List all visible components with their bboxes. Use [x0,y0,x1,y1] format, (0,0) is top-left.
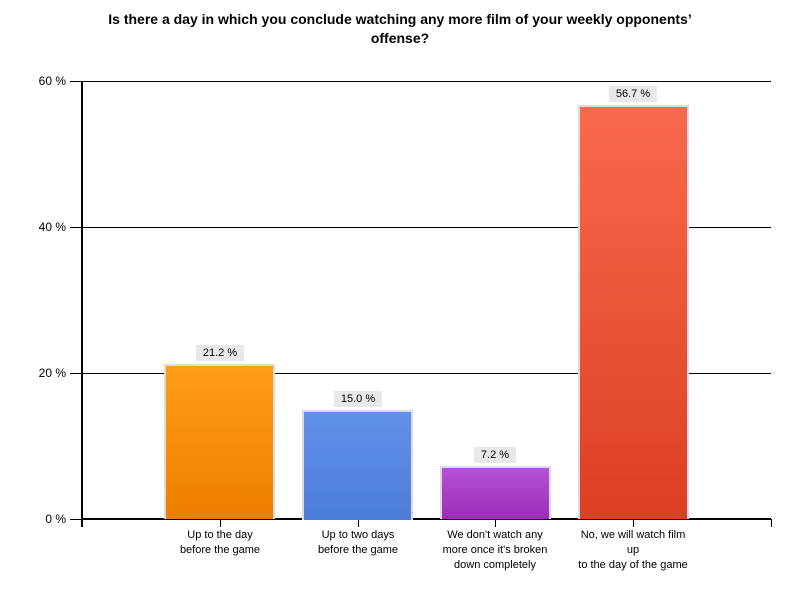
y-axis-tick-20 [70,373,82,374]
x-axis-tick-1 [220,519,221,527]
x-axis-tick-2 [358,519,359,527]
category-label-line: before the game [317,544,399,556]
bar-2 [302,410,413,520]
bar-value-label-2: 15.0 % [333,391,383,407]
y-axis-tick-40 [70,227,82,228]
category-label-line: up [626,544,640,556]
category-label-line: down completely [454,559,536,571]
category-label-1: Up to the day before the game [130,528,310,558]
bar-1 [164,364,275,519]
x-axis-line [81,518,771,520]
category-label-line: more once it's broken [442,544,548,556]
y-axis-tick-60 [70,81,82,82]
x-axis-tick-4 [633,519,634,527]
gridline-60 [82,81,771,82]
category-label-line: No, we will watch film [580,529,686,541]
chart-title: Is there a day in which you conclude wat… [50,10,750,48]
gridline-40 [82,227,771,228]
bar-3 [440,466,551,519]
gridline-20 [82,373,771,374]
bar-value-label-3: 7.2 % [473,447,517,463]
y-axis-label-20: 20 % [38,366,66,380]
category-label-line: We don't watch any [447,529,543,541]
y-axis-tick-0 [70,519,82,520]
y-axis-label-0: 0 % [45,512,66,526]
x-axis-tick-3 [495,519,496,527]
category-label-line: before the game [179,544,261,556]
x-axis-end-tick [771,519,772,527]
y-axis-label-40: 40 % [38,220,66,234]
chart-title-line-2: offense? [370,30,430,46]
y-axis-line [81,81,83,527]
category-label-3: We don't watch any more once it's broken d… [405,528,585,573]
bar-value-label-1: 21.2 % [195,345,245,361]
bar-value-label-4: 56.7 % [608,86,658,102]
chart-title-line-1: Is there a day in which you conclude wat… [108,11,692,27]
y-axis-label-60: 60 % [38,74,66,88]
category-label-4: No, we will watch film up to the day of th… [543,528,723,573]
category-label-2: Up to two days before the game [268,528,448,558]
category-label-line: Up to the day [187,529,253,541]
category-label-line: to the day of the game [578,559,688,571]
category-label-line: Up to two days [321,529,395,541]
bar-4 [578,105,689,519]
